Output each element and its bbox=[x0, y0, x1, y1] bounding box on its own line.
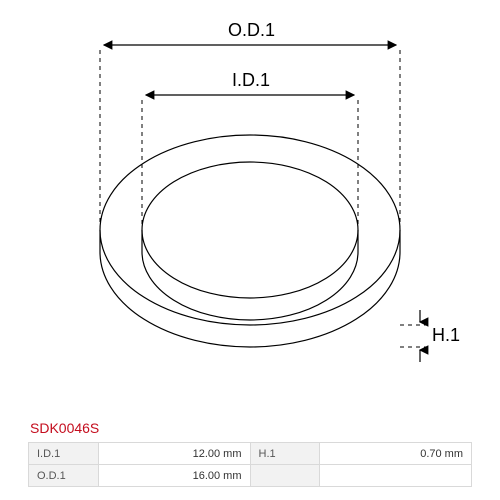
ring-drawing bbox=[0, 0, 500, 400]
spec-table: I.D.1 12.00 mm H.1 0.70 mm O.D.1 16.00 m… bbox=[28, 442, 472, 487]
spec-label: O.D.1 bbox=[29, 465, 99, 487]
spec-label: H.1 bbox=[250, 443, 320, 465]
od-label: O.D.1 bbox=[228, 20, 275, 41]
table-row: O.D.1 16.00 mm bbox=[29, 465, 472, 487]
spec-label: I.D.1 bbox=[29, 443, 99, 465]
part-code: SDK0046S bbox=[30, 420, 99, 436]
spec-label bbox=[250, 465, 320, 487]
spec-value: 0.70 mm bbox=[320, 443, 472, 465]
spec-value: 12.00 mm bbox=[98, 443, 250, 465]
spec-value bbox=[320, 465, 472, 487]
id-label: I.D.1 bbox=[232, 70, 270, 91]
table-row: I.D.1 12.00 mm H.1 0.70 mm bbox=[29, 443, 472, 465]
spec-value: 16.00 mm bbox=[98, 465, 250, 487]
h-label: H.1 bbox=[432, 325, 460, 346]
technical-diagram: O.D.1 I.D.1 H.1 bbox=[0, 0, 500, 400]
